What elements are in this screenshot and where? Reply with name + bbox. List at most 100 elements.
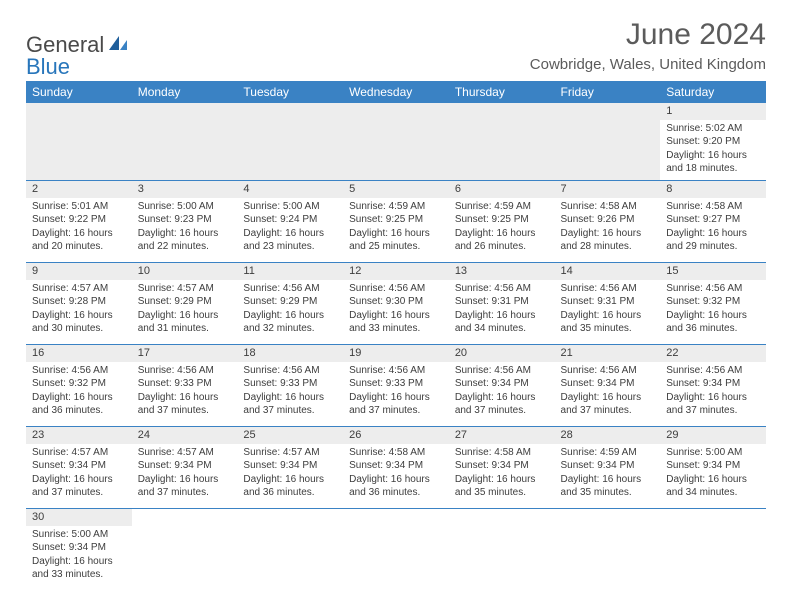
logo-text-blue: Blue (26, 54, 70, 80)
day-number: 30 (26, 509, 132, 526)
cell-line: Sunrise: 4:56 AM (561, 282, 655, 296)
cell-line: and 34 minutes. (666, 486, 760, 500)
cell-line: Sunset: 9:34 PM (243, 459, 337, 473)
logo-sail-icon (107, 32, 129, 58)
day-number: 12 (343, 263, 449, 280)
day-number: 24 (132, 427, 238, 444)
cell-line: Sunset: 9:31 PM (561, 295, 655, 309)
calendar-cell: 16Sunrise: 4:56 AMSunset: 9:32 PMDayligh… (26, 344, 132, 426)
cell-line: Daylight: 16 hours (666, 227, 760, 241)
cell-line: Sunset: 9:25 PM (455, 213, 549, 227)
cell-line: Sunrise: 4:56 AM (243, 364, 337, 378)
calendar-page: General June 2024 Cowbridge, Wales, Unit… (0, 0, 792, 590)
cell-line: and 30 minutes. (32, 322, 126, 336)
calendar-cell: 10Sunrise: 4:57 AMSunset: 9:29 PMDayligh… (132, 262, 238, 344)
calendar-cell: 11Sunrise: 4:56 AMSunset: 9:29 PMDayligh… (237, 262, 343, 344)
cell-line: Sunset: 9:29 PM (138, 295, 232, 309)
cell-line: Sunrise: 4:57 AM (32, 446, 126, 460)
cell-line: and 20 minutes. (32, 240, 126, 254)
cell-line: Sunrise: 4:56 AM (455, 282, 549, 296)
cell-line: and 35 minutes. (561, 486, 655, 500)
calendar-week: 9Sunrise: 4:57 AMSunset: 9:28 PMDaylight… (26, 262, 766, 344)
cell-line: Sunrise: 4:56 AM (32, 364, 126, 378)
cell-line: Sunrise: 4:56 AM (561, 364, 655, 378)
cell-line: Daylight: 16 hours (455, 309, 549, 323)
calendar-cell: 29Sunrise: 5:00 AMSunset: 9:34 PMDayligh… (660, 426, 766, 508)
cell-line: Sunrise: 4:58 AM (561, 200, 655, 214)
cell-line: Sunrise: 4:56 AM (666, 364, 760, 378)
day-number: 8 (660, 181, 766, 198)
cell-line: Sunrise: 5:00 AM (32, 528, 126, 542)
day-number: 25 (237, 427, 343, 444)
day-number: 19 (343, 345, 449, 362)
calendar-cell: 15Sunrise: 4:56 AMSunset: 9:32 PMDayligh… (660, 262, 766, 344)
cell-line: and 22 minutes. (138, 240, 232, 254)
cell-line: Sunrise: 4:56 AM (455, 364, 549, 378)
cell-line: Daylight: 16 hours (138, 227, 232, 241)
calendar-cell: 25Sunrise: 4:57 AMSunset: 9:34 PMDayligh… (237, 426, 343, 508)
cell-line: Sunrise: 4:57 AM (138, 282, 232, 296)
cell-line: and 37 minutes. (455, 404, 549, 418)
cell-line: Sunrise: 5:02 AM (666, 122, 760, 136)
cell-line: Daylight: 16 hours (666, 149, 760, 163)
location-subtitle: Cowbridge, Wales, United Kingdom (530, 56, 766, 73)
calendar-cell: 3Sunrise: 5:00 AMSunset: 9:23 PMDaylight… (132, 180, 238, 262)
cell-line: Sunset: 9:34 PM (455, 459, 549, 473)
cell-line: Daylight: 16 hours (243, 227, 337, 241)
calendar-week: 2Sunrise: 5:01 AMSunset: 9:22 PMDaylight… (26, 180, 766, 262)
calendar-cell (26, 103, 132, 180)
calendar-cell (237, 508, 343, 590)
cell-line: Daylight: 16 hours (138, 391, 232, 405)
cell-line: and 35 minutes. (455, 486, 549, 500)
cell-line: Sunset: 9:33 PM (243, 377, 337, 391)
calendar-cell (449, 508, 555, 590)
cell-line: Sunset: 9:34 PM (666, 459, 760, 473)
day-number: 3 (132, 181, 238, 198)
cell-line: Sunset: 9:34 PM (349, 459, 443, 473)
cell-line: Daylight: 16 hours (666, 473, 760, 487)
calendar-cell (660, 508, 766, 590)
cell-line: Sunrise: 4:57 AM (243, 446, 337, 460)
cell-line: Sunset: 9:34 PM (32, 541, 126, 555)
calendar-cell: 19Sunrise: 4:56 AMSunset: 9:33 PMDayligh… (343, 344, 449, 426)
calendar-cell: 27Sunrise: 4:58 AMSunset: 9:34 PMDayligh… (449, 426, 555, 508)
cell-line: and 37 minutes. (243, 404, 337, 418)
calendar-cell (132, 103, 238, 180)
cell-line: Daylight: 16 hours (138, 473, 232, 487)
cell-line: Sunset: 9:33 PM (138, 377, 232, 391)
cell-line: Daylight: 16 hours (32, 473, 126, 487)
calendar-cell: 22Sunrise: 4:56 AMSunset: 9:34 PMDayligh… (660, 344, 766, 426)
day-number: 9 (26, 263, 132, 280)
cell-line: Sunset: 9:23 PM (138, 213, 232, 227)
cell-line: Daylight: 16 hours (32, 555, 126, 569)
cell-line: and 28 minutes. (561, 240, 655, 254)
day-number: 1 (660, 103, 766, 120)
calendar-cell: 28Sunrise: 4:59 AMSunset: 9:34 PMDayligh… (555, 426, 661, 508)
cell-line: Sunrise: 4:56 AM (349, 282, 443, 296)
cell-line: Daylight: 16 hours (561, 473, 655, 487)
title-block: June 2024 Cowbridge, Wales, United Kingd… (530, 18, 766, 73)
cell-line: Sunrise: 4:58 AM (349, 446, 443, 460)
cell-line: Sunset: 9:22 PM (32, 213, 126, 227)
cell-line: Sunset: 9:32 PM (32, 377, 126, 391)
cell-line: Sunrise: 5:01 AM (32, 200, 126, 214)
day-number: 10 (132, 263, 238, 280)
cell-line: Sunrise: 4:59 AM (349, 200, 443, 214)
day-number: 28 (555, 427, 661, 444)
cell-line: Sunset: 9:34 PM (666, 377, 760, 391)
day-number: 11 (237, 263, 343, 280)
calendar-week: 16Sunrise: 4:56 AMSunset: 9:32 PMDayligh… (26, 344, 766, 426)
calendar-cell: 17Sunrise: 4:56 AMSunset: 9:33 PMDayligh… (132, 344, 238, 426)
calendar-cell: 6Sunrise: 4:59 AMSunset: 9:25 PMDaylight… (449, 180, 555, 262)
day-header: Saturday (660, 81, 766, 103)
cell-line: Sunset: 9:32 PM (666, 295, 760, 309)
day-number: 20 (449, 345, 555, 362)
day-header: Friday (555, 81, 661, 103)
calendar-cell: 26Sunrise: 4:58 AMSunset: 9:34 PMDayligh… (343, 426, 449, 508)
cell-line: and 36 minutes. (349, 486, 443, 500)
cell-line: Sunrise: 4:59 AM (561, 446, 655, 460)
cell-line: Sunset: 9:24 PM (243, 213, 337, 227)
day-header: Sunday (26, 81, 132, 103)
calendar-cell: 14Sunrise: 4:56 AMSunset: 9:31 PMDayligh… (555, 262, 661, 344)
calendar-cell: 24Sunrise: 4:57 AMSunset: 9:34 PMDayligh… (132, 426, 238, 508)
